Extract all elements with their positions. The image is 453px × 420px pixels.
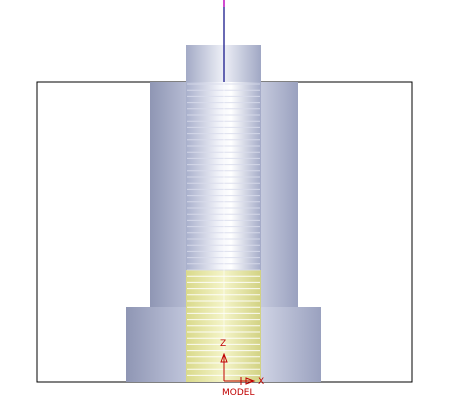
x-axis-label: X [258, 377, 264, 387]
coordinate-triad-icon: Z X MODEL [220, 339, 264, 398]
view-name-label: MODEL [222, 388, 254, 398]
z-axis-label: Z [220, 339, 226, 349]
